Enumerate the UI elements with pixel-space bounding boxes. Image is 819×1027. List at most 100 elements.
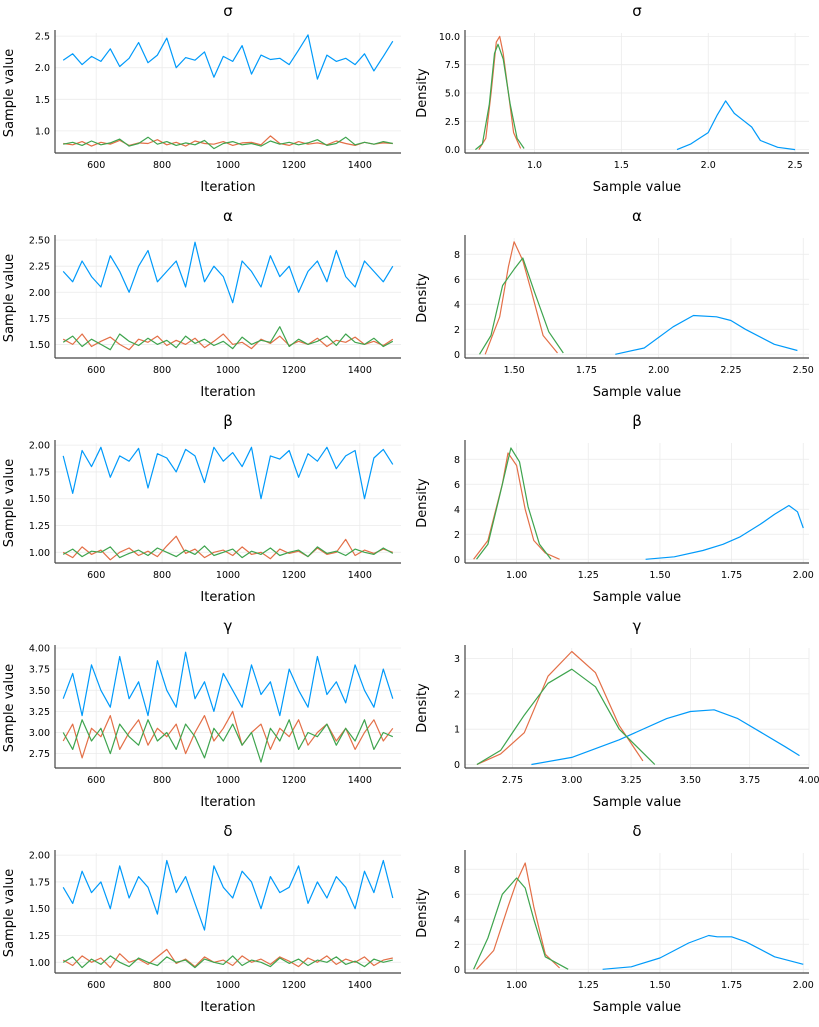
x-tick-label: 1200 (282, 365, 306, 376)
x-tick-label: 2.00 (648, 365, 669, 376)
panel-title: β (632, 412, 642, 430)
y-tick-label: 1.50 (29, 340, 50, 351)
panel-title: σ (632, 2, 642, 20)
y-tick-label: 2 (454, 940, 460, 951)
series-line-chain-3 (63, 136, 393, 150)
panel-trace-2: 600 800 1000 1200 1400 1.00 1.25 1.50 1.75 2.00 β I… (2, 412, 401, 605)
x-tick-label: 1400 (348, 775, 372, 786)
series-line-chain-1 (62, 651, 394, 717)
y-tick-label: 3.00 (29, 728, 50, 739)
x-tick-label: 1200 (282, 160, 306, 171)
y-tick-label: 4 (454, 915, 460, 926)
y-tick-label: 6 (454, 275, 460, 286)
y-tick-label: 0 (454, 760, 460, 771)
x-tick-label: 1400 (348, 570, 372, 581)
y-axis-label: Density (415, 273, 430, 323)
series-line-chain-3 (478, 257, 564, 355)
y-tick-label: 2 (454, 530, 460, 541)
x-tick-label: 600 (87, 160, 105, 171)
y-tick-label: 1.5 (35, 95, 50, 106)
x-tick-label: 600 (87, 570, 105, 581)
panel-trace-0: 600 800 1000 1200 1400 1.0 1.5 2.0 2.5 σ Iteration… (2, 2, 401, 195)
y-tick-label: 2.75 (29, 749, 50, 760)
y-tick-label: 1.75 (29, 877, 50, 888)
series-line-chain-3 (476, 447, 552, 560)
x-tick-label: 1.5 (614, 160, 629, 171)
x-tick-label: 800 (153, 365, 171, 376)
y-tick-label: 2.0 (35, 63, 50, 74)
y-tick-label: 2.25 (29, 262, 50, 273)
y-tick-label: 5.0 (445, 89, 460, 100)
x-tick-label: 1.75 (721, 980, 742, 991)
panel-density-4: 1.00 1.25 1.50 1.75 2.00 0 2 4 6 8 δ Sample value De… (415, 822, 814, 1015)
panel-title: α (632, 207, 642, 225)
series-line-chain-2 (62, 333, 394, 351)
series-line-chain-1 (531, 709, 800, 766)
x-tick-label: 1.50 (649, 980, 670, 991)
x-axis-label: Iteration (200, 1000, 255, 1015)
panel-trace-1: 600 800 1000 1200 1400 1.50 1.75 2.00 2.25 2.50 α I… (2, 207, 401, 400)
y-tick-label: 0 (454, 350, 460, 361)
panel-density-0: 1.0 1.5 2.0 2.5 0.0 2.5 5.0 7.5 10.0 σ Sample valu… (415, 2, 809, 195)
y-axis-label: Sample value (2, 869, 17, 957)
series-line-chain-2 (473, 452, 560, 560)
x-axis-label: Iteration (200, 385, 255, 400)
x-tick-label: 600 (87, 980, 105, 991)
x-tick-label: 4.00 (798, 775, 819, 786)
x-axis-label: Sample value (593, 1000, 681, 1015)
y-axis-label: Sample value (2, 459, 17, 547)
x-tick-label: 1.00 (506, 980, 527, 991)
y-tick-label: 2 (454, 689, 460, 700)
y-tick-label: 2 (454, 325, 460, 336)
x-tick-label: 3.75 (739, 775, 760, 786)
x-tick-label: 2.5 (788, 160, 803, 171)
y-tick-label: 4 (454, 300, 460, 311)
x-axis-label: Iteration (200, 795, 255, 810)
x-tick-label: 1000 (216, 775, 240, 786)
series-line-chain-2 (62, 535, 393, 561)
series-line-chain-2 (476, 650, 644, 766)
series-line-chain-1 (62, 34, 394, 80)
y-tick-label: 0 (454, 965, 460, 976)
panel-title: β (223, 412, 233, 430)
x-axis-label: Sample value (593, 180, 681, 195)
y-tick-label: 4 (454, 505, 460, 516)
x-tick-label: 3.00 (561, 775, 582, 786)
series-line-chain-3 (62, 955, 393, 969)
y-axis-label: Density (415, 478, 430, 528)
y-tick-label: 8 (454, 250, 460, 261)
x-axis-label: Iteration (200, 180, 255, 195)
y-tick-label: 1 (454, 725, 460, 736)
y-tick-label: 1.00 (29, 958, 50, 969)
series-line-chain-1 (62, 859, 394, 931)
x-tick-label: 1000 (216, 980, 240, 991)
x-tick-label: 2.00 (793, 570, 814, 581)
x-tick-label: 1000 (216, 570, 240, 581)
x-tick-label: 600 (87, 775, 105, 786)
series-line-chain-1 (62, 446, 394, 500)
x-tick-label: 1.50 (649, 570, 670, 581)
y-tick-label: 6 (454, 480, 460, 491)
series-line-chain-2 (478, 35, 522, 150)
x-tick-label: 1.75 (576, 365, 597, 376)
x-tick-label: 1.25 (578, 570, 599, 581)
series-line-chain-3 (62, 326, 394, 351)
x-tick-label: 2.25 (720, 365, 741, 376)
series-line-chain-2 (63, 135, 393, 147)
x-tick-label: 1000 (216, 365, 240, 376)
panel-title: δ (632, 822, 641, 840)
x-tick-label: 1.00 (506, 570, 527, 581)
series-line-chain-1 (602, 934, 804, 970)
series-line-chain-2 (476, 862, 561, 970)
y-tick-label: 8 (454, 455, 460, 466)
series-line-chain-1 (615, 314, 798, 355)
y-tick-label: 2.00 (29, 851, 50, 862)
panel-trace-3: 600 800 1000 1200 1400 2.75 3.00 3.25 3.50 3.75 4.… (2, 617, 401, 810)
y-tick-label: 1.75 (29, 467, 50, 478)
panel-title: γ (633, 617, 642, 635)
y-tick-label: 4.00 (29, 644, 50, 655)
y-tick-label: 3 (454, 654, 460, 665)
y-tick-label: 1.25 (29, 521, 50, 532)
panel-title: σ (223, 2, 233, 20)
